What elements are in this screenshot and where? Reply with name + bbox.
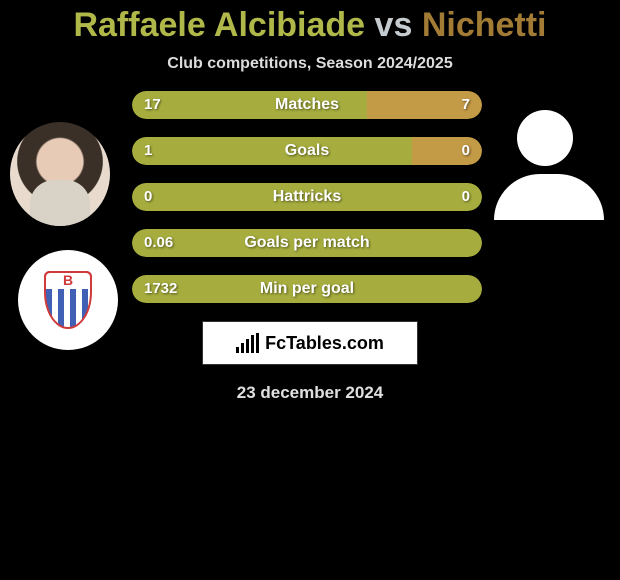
stats-list: 17Matches71Goals00Hattricks00.06Goals pe… — [132, 91, 482, 303]
stat-row: 0.06Goals per match — [132, 229, 482, 257]
shield-icon — [44, 271, 92, 329]
stat-row: 1Goals0 — [132, 137, 482, 165]
stat-label: Hattricks — [132, 183, 482, 211]
stat-label: Goals — [132, 137, 482, 165]
stat-value-right: 0 — [462, 183, 470, 211]
player1-name: Raffaele Alcibiade — [73, 6, 365, 44]
stat-row: 17Matches7 — [132, 91, 482, 119]
page-title: Raffaele Alcibiade vs Nichetti — [0, 6, 620, 45]
team-logo — [18, 250, 118, 350]
stat-value-right: 0 — [462, 137, 470, 165]
stat-label: Matches — [132, 91, 482, 119]
stat-row: 1732Min per goal — [132, 275, 482, 303]
chart-icon — [236, 333, 259, 353]
vs-text: vs — [375, 6, 413, 44]
site-name: FcTables.com — [265, 333, 384, 354]
player2-silhouette-2 — [494, 170, 604, 290]
date-text: 23 december 2024 — [0, 383, 620, 403]
subtitle: Club competitions, Season 2024/2025 — [0, 55, 620, 73]
stat-row: 0Hattricks0 — [132, 183, 482, 211]
fctables-logo: FcTables.com — [202, 321, 418, 365]
stat-value-right: 7 — [462, 91, 470, 119]
comparison-card: Raffaele Alcibiade vs Nichetti Club comp… — [0, 0, 620, 403]
stat-label: Goals per match — [132, 229, 482, 257]
player2-name: Nichetti — [422, 6, 547, 44]
player1-photo — [10, 122, 110, 226]
stat-label: Min per goal — [132, 275, 482, 303]
